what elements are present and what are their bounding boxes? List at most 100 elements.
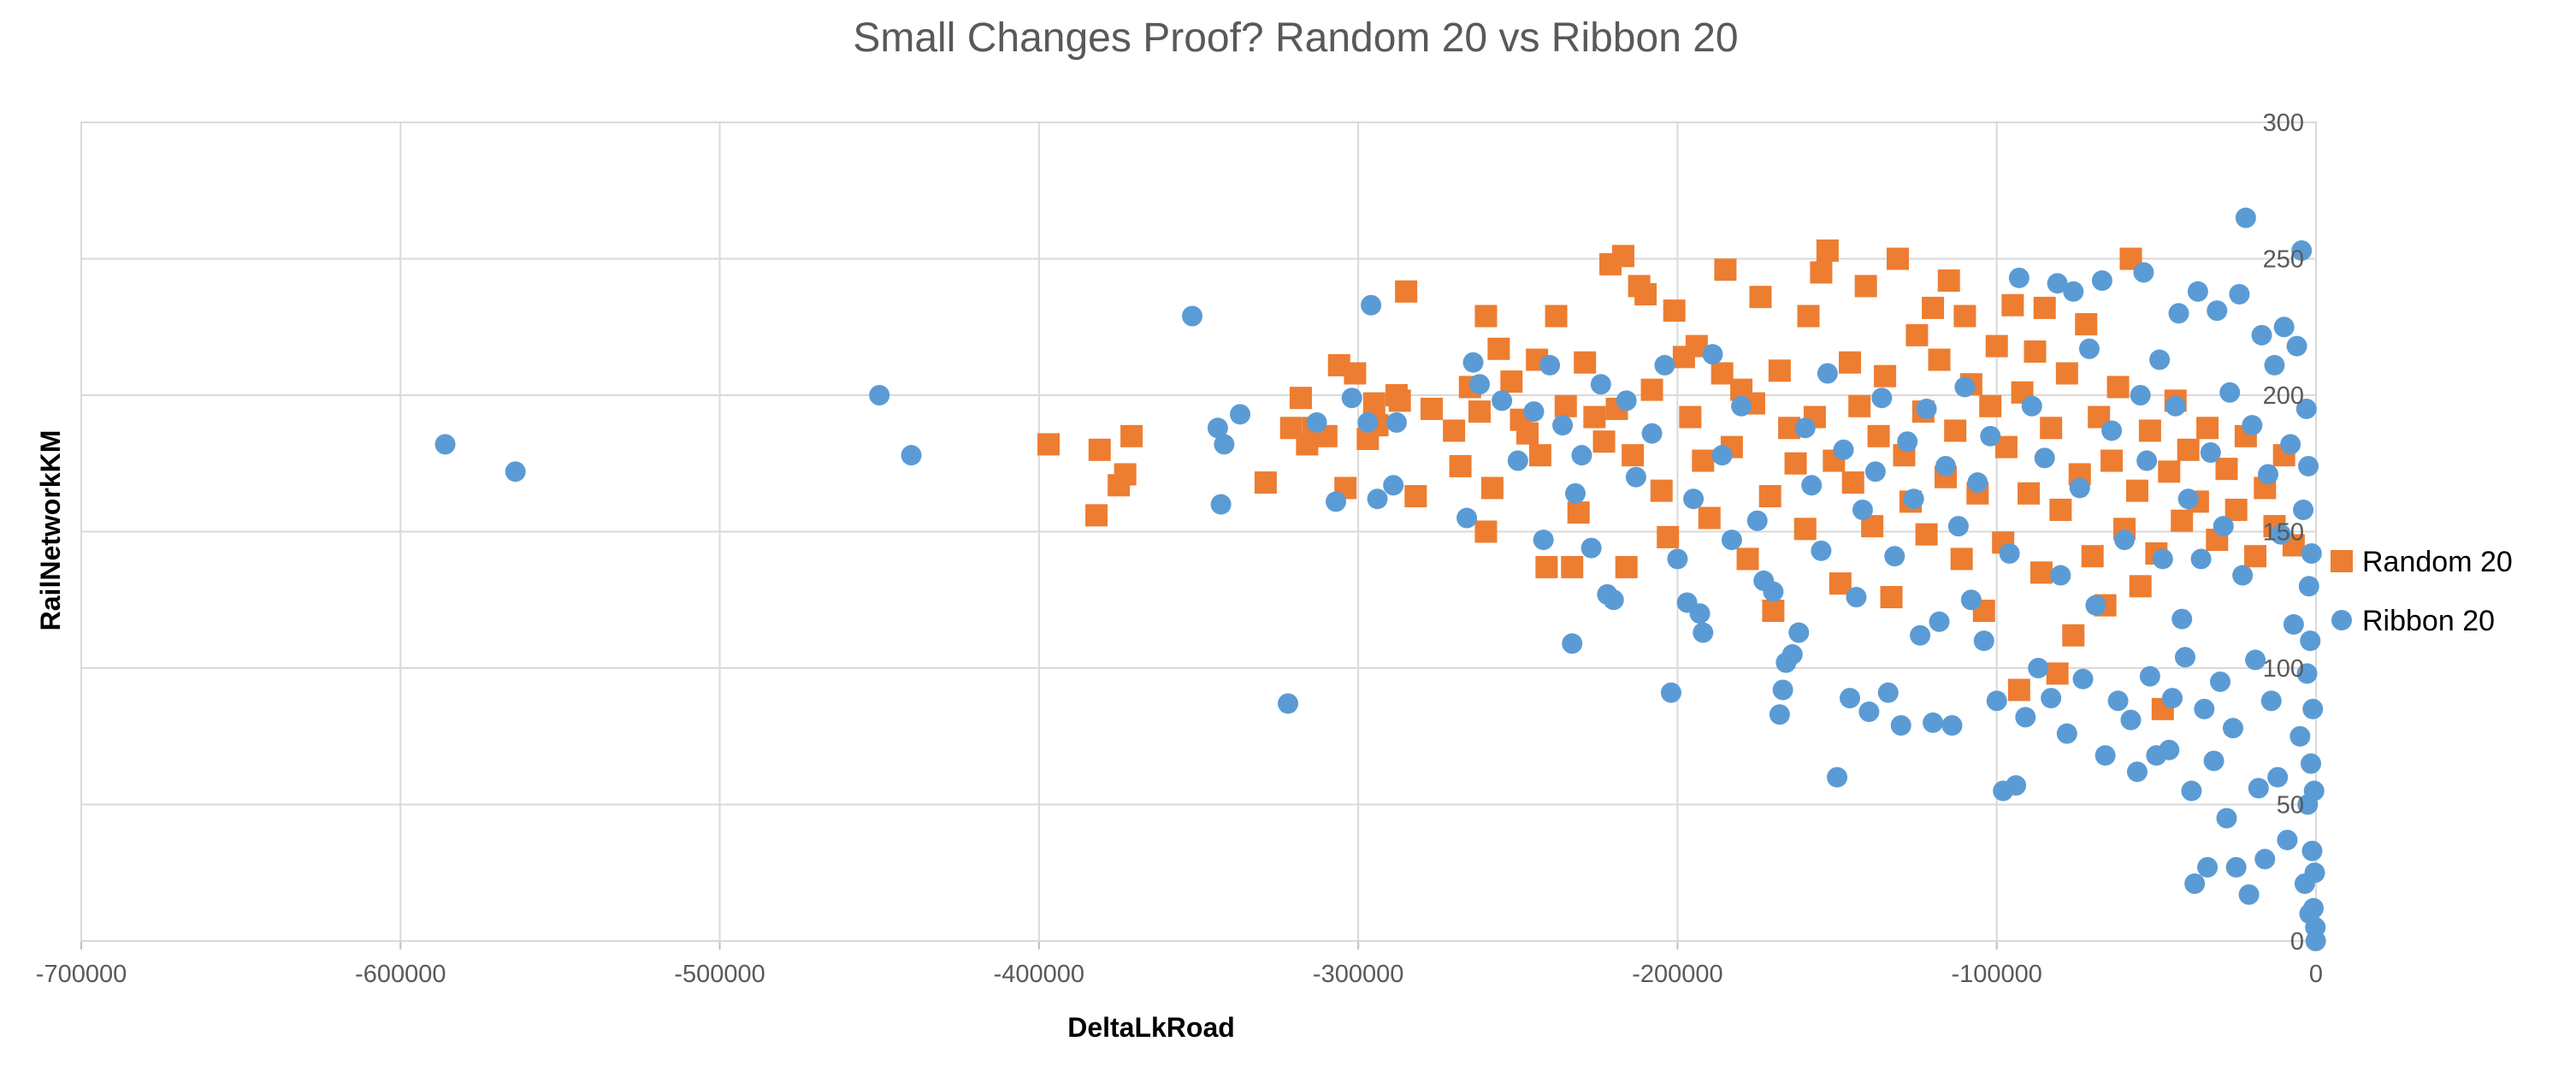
legend-marker-ribbon-20 — [2331, 610, 2352, 630]
data-point-ribbon-20 — [2162, 688, 2183, 709]
y-tick-label: 0 — [2290, 928, 2304, 956]
data-point-random-20 — [2196, 417, 2219, 440]
data-point-random-20 — [1545, 305, 1568, 328]
y-tick-label: 250 — [2263, 246, 2304, 274]
data-point-ribbon-20 — [1897, 431, 1918, 453]
data-point-random-20 — [1810, 261, 1833, 284]
x-tick-label: -600000 — [355, 961, 446, 988]
data-point-random-20 — [1915, 523, 1938, 546]
data-point-random-20 — [1362, 392, 1385, 415]
data-point-ribbon-20 — [2174, 647, 2195, 668]
data-point-ribbon-20 — [434, 434, 456, 455]
data-point-ribbon-20 — [1877, 682, 1899, 703]
data-point-random-20 — [2129, 575, 2152, 598]
data-point-random-20 — [1634, 282, 1657, 305]
data-point-random-20 — [1829, 572, 1852, 595]
data-point-random-20 — [1698, 506, 1721, 530]
data-point-ribbon-20 — [2194, 698, 2215, 719]
data-point-random-20 — [1657, 525, 1680, 548]
data-point-ribbon-20 — [2069, 477, 2090, 499]
data-point-ribbon-20 — [2072, 668, 2094, 689]
data-point-random-20 — [2055, 362, 2078, 385]
data-point-ribbon-20 — [1492, 390, 1513, 411]
data-point-ribbon-20 — [2260, 690, 2282, 712]
data-point-ribbon-20 — [2235, 207, 2256, 228]
data-point-ribbon-20 — [2245, 649, 2266, 671]
y-axis-title: RailNetworkKM — [35, 430, 66, 631]
data-point-random-20 — [1114, 463, 1137, 486]
data-point-ribbon-20 — [1207, 417, 1228, 439]
data-point-ribbon-20 — [1667, 548, 1688, 570]
data-point-ribbon-20 — [2047, 273, 2068, 294]
data-point-ribbon-20 — [2303, 897, 2325, 919]
data-point-random-20 — [1848, 394, 1871, 417]
data-point-ribbon-20 — [2254, 849, 2276, 870]
data-point-ribbon-20 — [2280, 434, 2301, 455]
data-point-ribbon-20 — [2136, 450, 2158, 471]
data-point-ribbon-20 — [2190, 548, 2212, 570]
data-point-ribbon-20 — [1858, 701, 1880, 723]
data-point-ribbon-20 — [1980, 425, 2001, 447]
data-point-ribbon-20 — [1603, 589, 1624, 611]
data-point-ribbon-20 — [1523, 401, 1545, 423]
data-point-ribbon-20 — [2207, 300, 2228, 322]
data-point-ribbon-20 — [1817, 363, 1838, 384]
data-point-ribbon-20 — [901, 445, 922, 466]
data-point-random-20 — [2062, 624, 2085, 647]
data-point-ribbon-20 — [2159, 739, 2180, 760]
data-point-ribbon-20 — [2295, 398, 2317, 419]
data-point-ribbon-20 — [2302, 698, 2324, 719]
data-point-random-20 — [2158, 460, 2181, 483]
data-point-ribbon-20 — [1590, 374, 1611, 395]
data-point-ribbon-20 — [2301, 840, 2323, 861]
y-tick-label: 300 — [2263, 109, 2304, 137]
data-point-ribbon-20 — [2177, 488, 2199, 510]
data-point-ribbon-20 — [1210, 494, 1232, 515]
data-point-ribbon-20 — [2291, 240, 2313, 261]
data-point-ribbon-20 — [2273, 317, 2295, 338]
data-point-random-20 — [1443, 419, 1466, 442]
data-point-ribbon-20 — [2063, 281, 2084, 302]
data-point-random-20 — [2100, 449, 2124, 472]
legend-label-ribbon-20: Ribbon 20 — [2362, 605, 2495, 637]
data-point-ribbon-20 — [2056, 723, 2077, 744]
data-point-ribbon-20 — [2301, 753, 2322, 774]
data-point-ribbon-20 — [1967, 472, 1988, 494]
data-point-ribbon-20 — [1763, 581, 1784, 602]
x-tick-label: -500000 — [674, 961, 765, 988]
data-point-random-20 — [1797, 305, 1820, 328]
data-point-random-20 — [1979, 394, 2002, 417]
data-point-random-20 — [2040, 417, 2063, 440]
data-point-ribbon-20 — [2028, 658, 2049, 678]
data-point-ribbon-20 — [1462, 352, 1484, 373]
data-point-ribbon-20 — [2008, 267, 2029, 288]
data-point-random-20 — [2215, 458, 2238, 481]
data-point-ribbon-20 — [869, 385, 890, 405]
data-point-ribbon-20 — [1533, 530, 1554, 551]
data-point-random-20 — [1880, 586, 1903, 609]
data-point-random-20 — [2024, 340, 2047, 363]
data-point-ribbon-20 — [1769, 704, 1790, 725]
data-point-ribbon-20 — [2078, 338, 2100, 359]
axis-tick-labels: -700000 -600000 -500000 -400000 -300000 -2000… — [36, 109, 2323, 988]
data-point-random-20 — [1768, 359, 1791, 382]
series-random-20 — [1037, 239, 2305, 720]
data-point-random-20 — [1404, 485, 1427, 508]
data-point-ribbon-20 — [2006, 775, 2027, 796]
data-point-ribbon-20 — [2126, 761, 2148, 783]
data-point-ribbon-20 — [1852, 499, 1873, 520]
data-point-ribbon-20 — [2171, 608, 2193, 630]
data-point-ribbon-20 — [1960, 589, 1982, 611]
y-tick-label: 150 — [2263, 519, 2304, 547]
data-point-random-20 — [1784, 452, 1807, 475]
data-point-ribbon-20 — [1214, 434, 1235, 455]
data-point-ribbon-20 — [2130, 385, 2151, 405]
data-point-ribbon-20 — [1571, 445, 1592, 466]
data-point-random-20 — [1663, 299, 1686, 323]
data-point-random-20 — [1944, 419, 1967, 442]
data-point-random-20 — [1468, 400, 1491, 423]
data-point-random-20 — [2106, 376, 2130, 399]
data-point-ribbon-20 — [2277, 829, 2298, 850]
data-point-ribbon-20 — [1367, 488, 1388, 510]
data-point-ribbon-20 — [2293, 499, 2314, 520]
